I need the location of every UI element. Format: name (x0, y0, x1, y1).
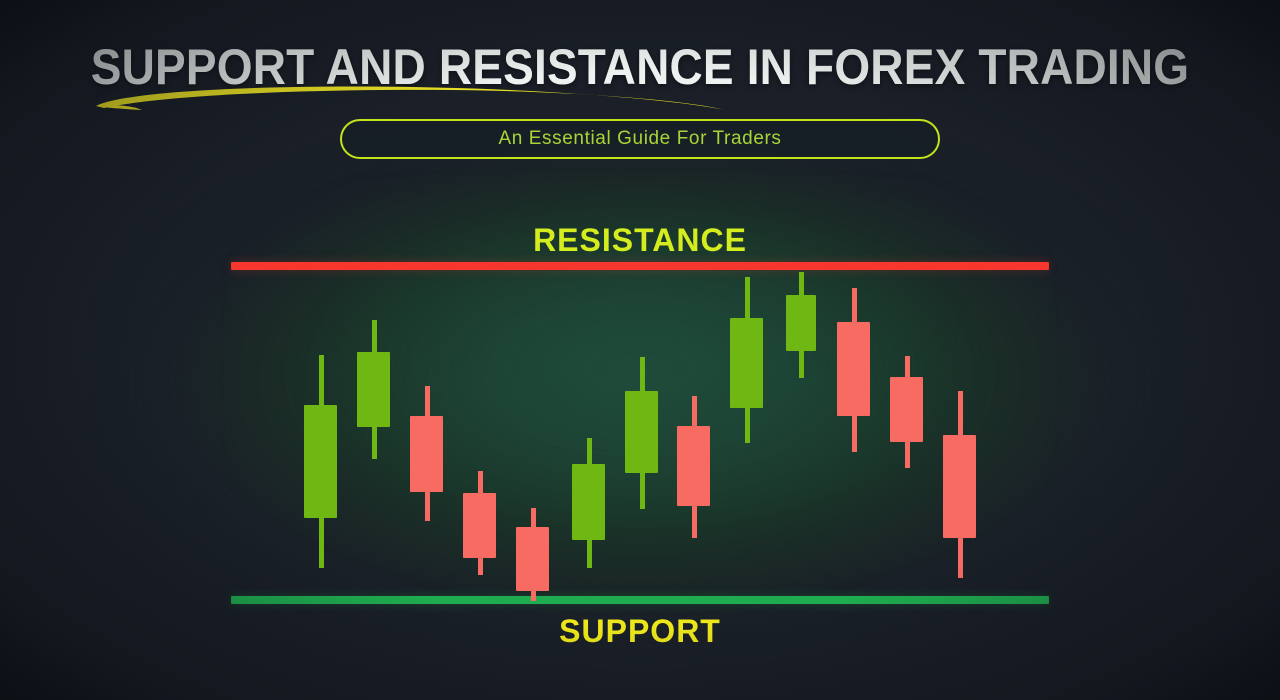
candle-body (572, 464, 605, 540)
support-line (231, 596, 1049, 604)
candle-body (516, 527, 549, 591)
candle-body (625, 391, 658, 473)
candle-body (463, 493, 496, 558)
candle-body (304, 405, 337, 518)
candle-body (837, 322, 870, 416)
candle-body (410, 416, 443, 492)
support-label: SUPPORT (559, 613, 721, 649)
candle-body (786, 295, 816, 351)
resistance-line (231, 262, 1049, 270)
candle-body (677, 426, 710, 506)
candle-body (890, 377, 923, 442)
resistance-label: RESISTANCE (533, 222, 747, 258)
candle-body (943, 435, 976, 538)
candle-body (730, 318, 763, 408)
candle-body (357, 352, 390, 427)
